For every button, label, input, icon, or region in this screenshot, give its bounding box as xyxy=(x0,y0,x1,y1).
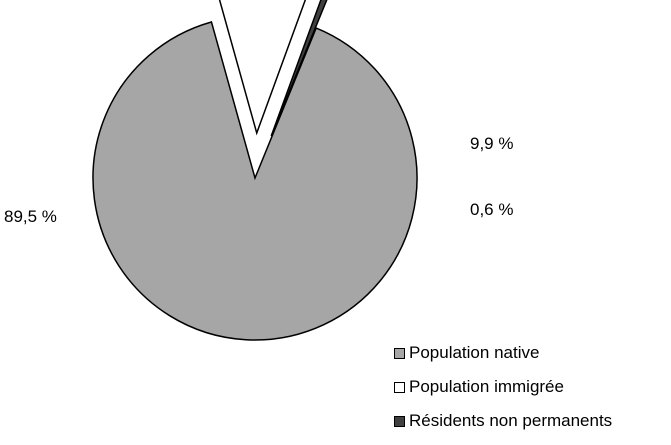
legend-item-native: Population native xyxy=(394,343,612,363)
legend-label-immigrant: Population immigrée xyxy=(409,377,564,396)
legend-swatch-native xyxy=(394,347,405,359)
data-label-immigrant: 9,9 % xyxy=(470,134,513,153)
data-label-native: 89,5 % xyxy=(4,207,57,226)
legend-label-native: Population native xyxy=(409,343,540,362)
pie-slice-native xyxy=(92,21,418,341)
legend-item-non-permanent: Résidents non permanents xyxy=(394,411,612,431)
data-label-non-permanent: 0,6 % xyxy=(470,200,513,219)
legend-label-non-permanent: Résidents non permanents xyxy=(409,411,613,430)
legend-swatch-immigrant xyxy=(394,381,405,393)
pie-slice-immigrant xyxy=(218,0,307,136)
chart-legend: Population native Population immigrée Ré… xyxy=(394,343,612,445)
pie-slices xyxy=(92,0,418,341)
pie-chart: 89,5 % 9,9 % 0,6 % xyxy=(4,0,513,341)
legend-swatch-non-permanent xyxy=(394,415,405,427)
legend-item-immigrant: Population immigrée xyxy=(394,377,612,397)
